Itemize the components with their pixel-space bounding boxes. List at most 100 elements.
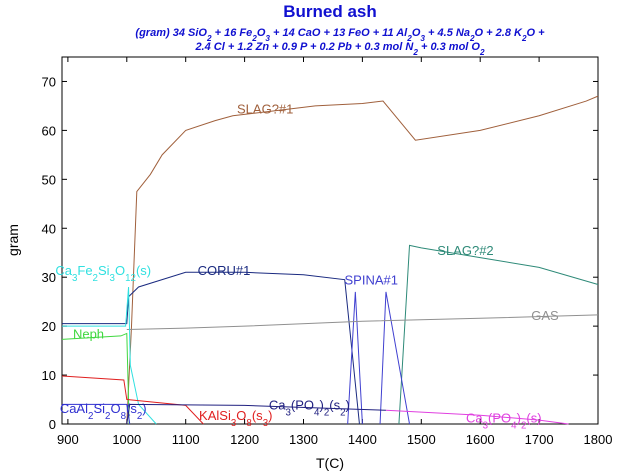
text-part: 2.4 Cl + 1.2 Zn + 0.9 P + 0.2 Pb + 0.3 m… (194, 41, 414, 53)
text-part: O + (527, 27, 546, 39)
subscript: 4 (511, 420, 517, 431)
text-part: O (257, 27, 266, 39)
subscript: 4 (314, 407, 320, 418)
x-tick-label: 900 (57, 432, 79, 447)
subscript: 3 (265, 34, 270, 43)
subtitle: (gram) 34 SiO2 + 16 Fe2O3 + 14 CaO + 13 … (135, 27, 545, 43)
series-label: SPINA#1 (344, 273, 397, 288)
subscript: 12 (125, 272, 136, 283)
subscript: 2 (340, 407, 345, 418)
series-label: GAS (531, 308, 559, 323)
x-tick-label: 1400 (348, 432, 377, 447)
text-part: + 0.3 mol O (418, 41, 480, 53)
text-part: SPINA#1 (344, 273, 397, 288)
y-tick-label: 20 (42, 319, 56, 334)
series-label: Neph (73, 326, 104, 341)
series-label: Ca3Fe2Si3O12(s) (55, 263, 151, 284)
series-line (62, 271, 360, 425)
text-part: (s (252, 408, 263, 423)
subscript: 2 (105, 411, 110, 422)
subtitle: 2.4 Cl + 1.2 Zn + 0.9 P + 0.2 Pb + 0.3 m… (194, 41, 485, 57)
text-part: ) (142, 401, 146, 416)
x-tick-label: 1200 (230, 432, 259, 447)
y-tick-label: 50 (42, 172, 56, 187)
y-tick-label: 60 (42, 123, 56, 138)
text-part: (PO (488, 411, 511, 426)
series-line (62, 286, 157, 425)
y-tick-label: 40 (42, 221, 56, 236)
series-line (62, 403, 131, 425)
text-part: Si (98, 263, 110, 278)
text-part: (s (329, 397, 340, 412)
subscript: 2 (406, 34, 412, 43)
subscript: 3 (420, 34, 425, 43)
subscript: 2 (93, 272, 98, 283)
series-line (398, 244, 599, 425)
subscript: 3 (110, 272, 115, 283)
text-part: SLAG?#1 (237, 101, 293, 116)
text-part: Ca (55, 263, 72, 278)
subscript: 8 (121, 411, 126, 422)
subscript: 2 (324, 407, 329, 418)
text-part: + 4.5 Na (425, 27, 470, 39)
series-label: Ca3(PO4)2(s) (466, 411, 542, 432)
subscript: 3 (72, 272, 77, 283)
y-tick-label: 10 (42, 368, 56, 383)
text-part: Fe (77, 263, 92, 278)
text-part: (PO (291, 397, 314, 412)
series-label: KAlSi3O8(s3) (199, 408, 272, 429)
subscript: 2 (521, 420, 526, 431)
x-tick-label: 1000 (112, 432, 141, 447)
subscript: 2 (88, 411, 93, 422)
x-tick-label: 1100 (172, 432, 200, 447)
text-part: GAS (531, 308, 559, 323)
text-part: O + 2.8 K (475, 27, 523, 39)
x-tick-label: 1300 (289, 432, 318, 447)
subscript: 3 (263, 418, 268, 429)
x-tick-label: 1700 (525, 432, 554, 447)
subscript: 2 (479, 48, 485, 57)
series-label: CaAl2Si2O8(s2) (60, 401, 147, 422)
subscript: 2 (206, 34, 212, 43)
chart-title: Burned ash (283, 2, 377, 21)
subscript: 8 (246, 418, 251, 429)
text-part: ) (268, 408, 272, 423)
series-line (61, 332, 130, 425)
series-line (126, 95, 599, 425)
text-part: (s) (136, 263, 151, 278)
x-tick-label: 1500 (407, 432, 436, 447)
x-tick-label: 1800 (584, 432, 613, 447)
text-part: Ca (269, 397, 286, 412)
text-part: + 16 Fe (212, 27, 253, 39)
y-tick-label: 30 (42, 270, 56, 285)
subscript: 3 (231, 418, 236, 429)
subscript: 2 (412, 48, 418, 57)
y-axis-label: gram (5, 224, 21, 256)
text-part: CORU#1 (198, 263, 251, 278)
text-part: ) (319, 397, 323, 412)
series-label: SLAG?#2 (437, 243, 493, 258)
text-part: ) (346, 397, 350, 412)
series-label: CORU#1 (198, 263, 251, 278)
subscript: 2 (137, 411, 142, 422)
text-part: (s (126, 401, 137, 416)
text-part: O (110, 401, 120, 416)
x-tick-label: 1600 (466, 432, 495, 447)
y-tick-label: 0 (49, 417, 56, 432)
text-part: O (115, 263, 125, 278)
text-part: O (412, 27, 421, 39)
text-part: Neph (73, 326, 104, 341)
series-label: SLAG?#1 (237, 101, 293, 116)
x-axis-label: T(C) (316, 455, 344, 471)
text-part: O (236, 408, 246, 423)
text-part: Si (93, 401, 105, 416)
subscript: 2 (251, 34, 257, 43)
series-line (347, 291, 411, 425)
text-part: (s) (526, 411, 541, 426)
series-line (385, 409, 569, 425)
plot-frame (61, 56, 599, 425)
subscript: 3 (483, 420, 488, 431)
text-part: SLAG?#2 (437, 243, 493, 258)
